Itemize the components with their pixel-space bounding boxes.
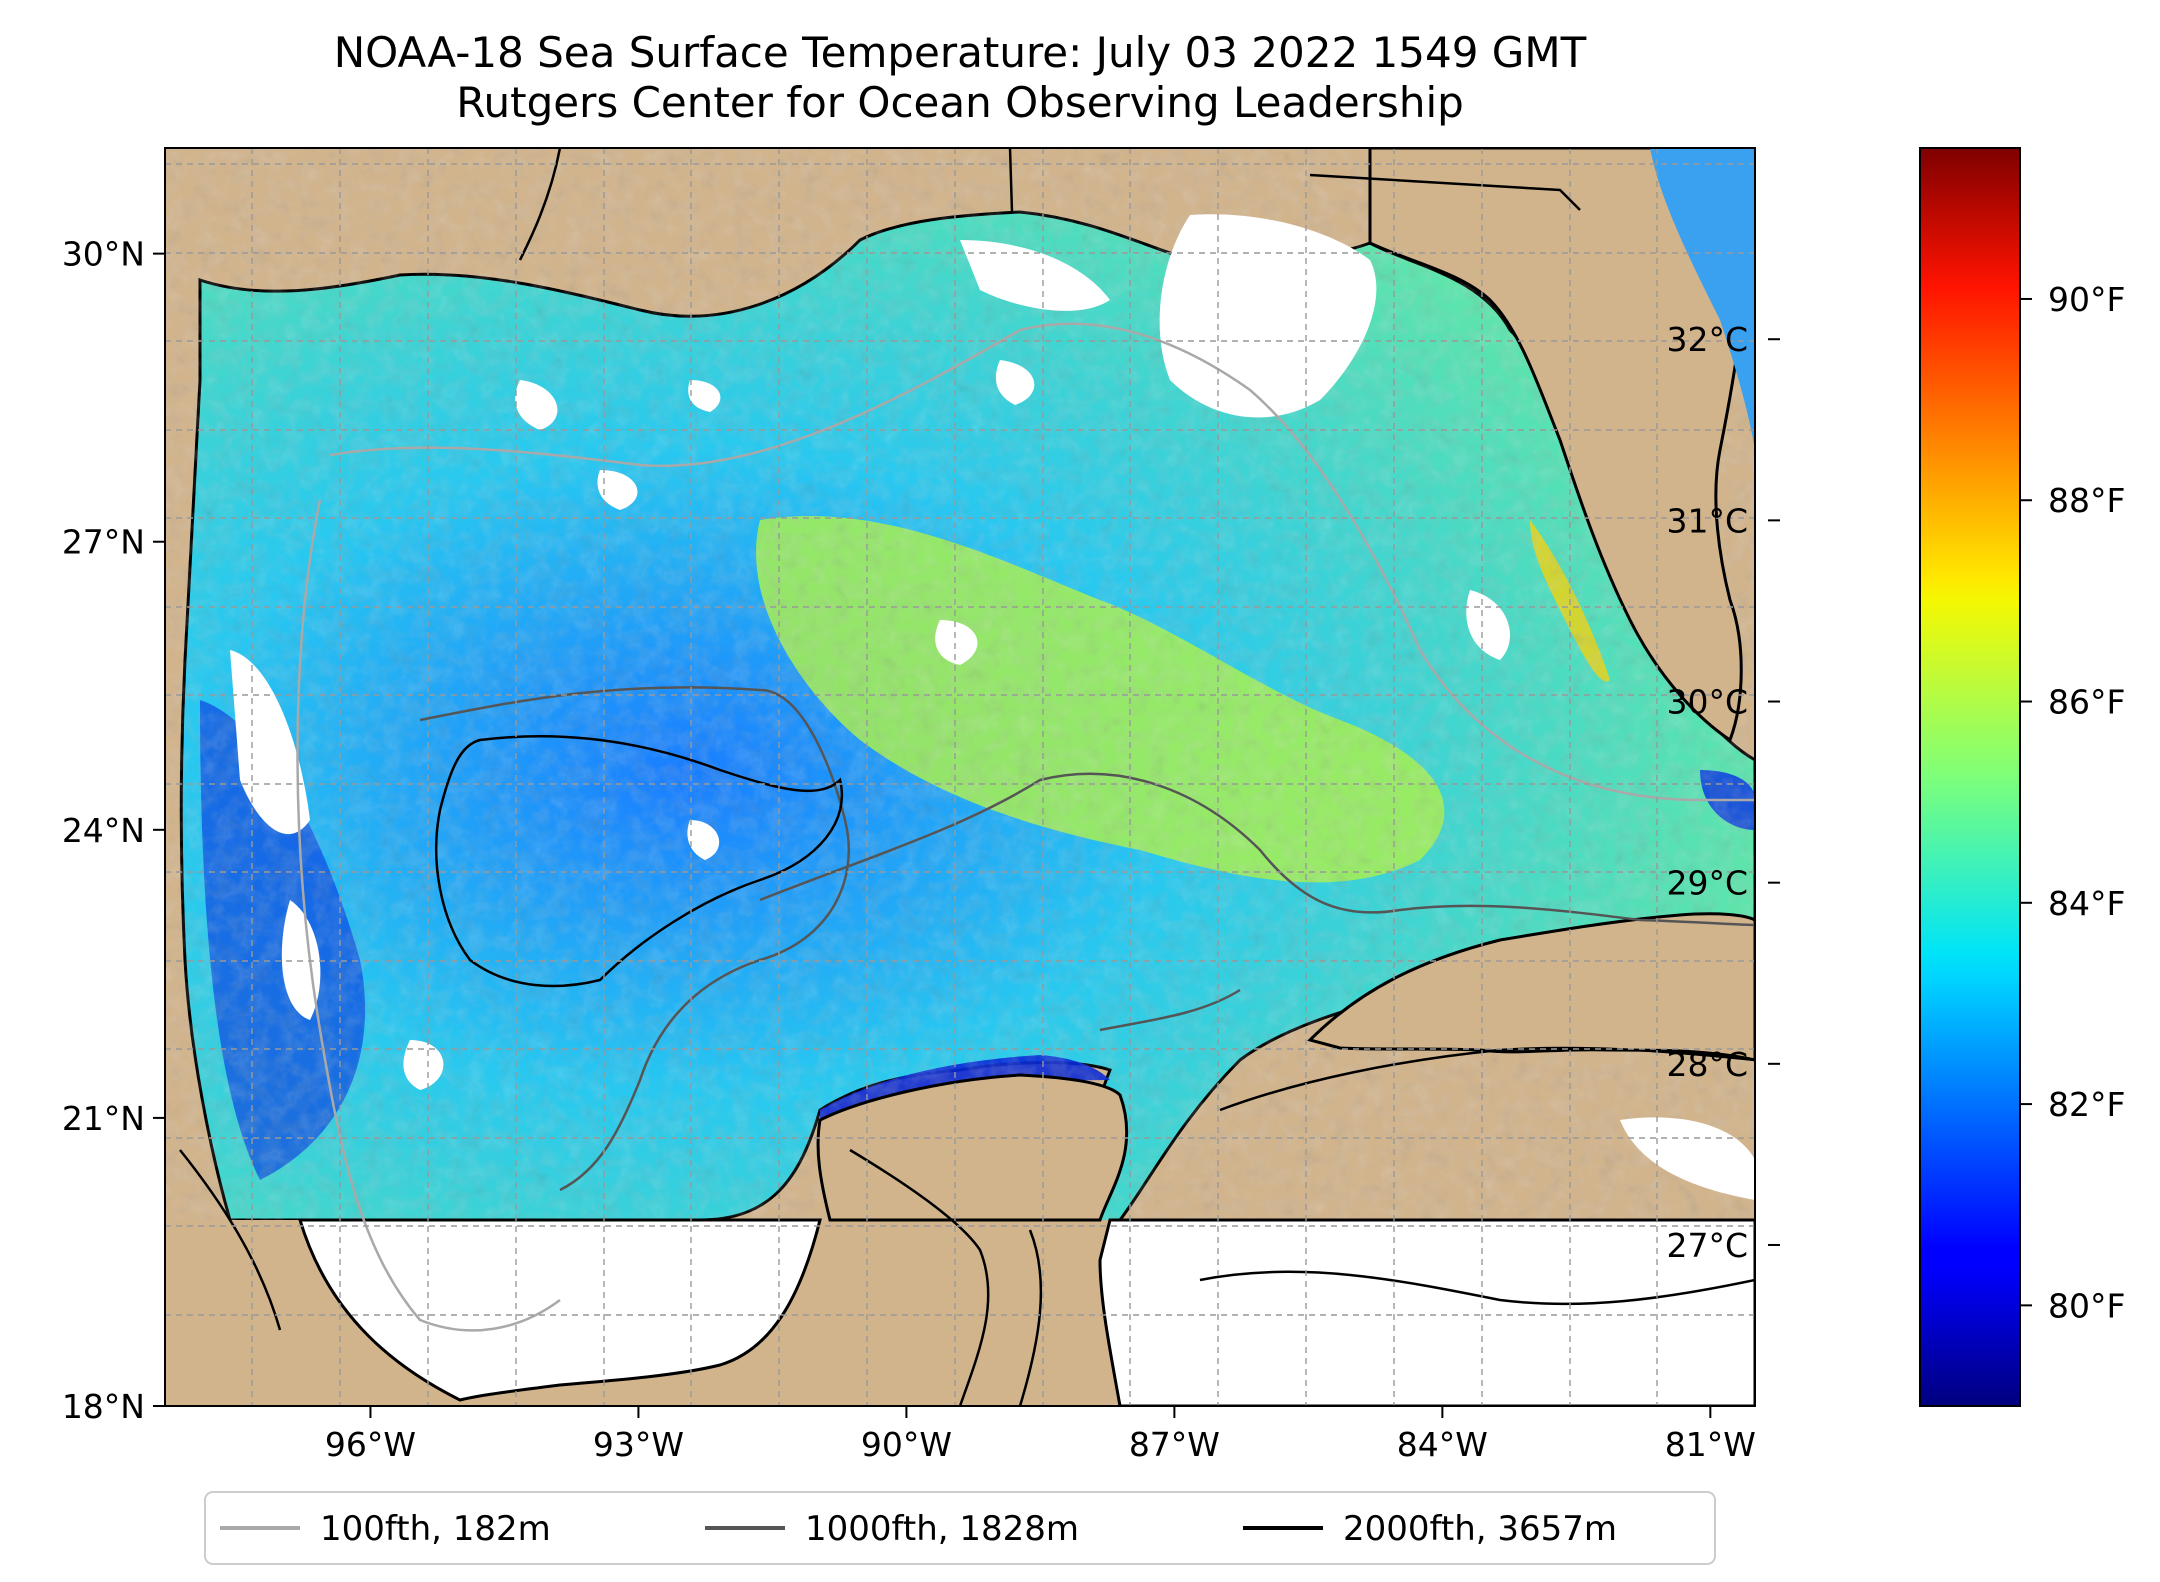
lon-tick-label: 84°W xyxy=(1397,1425,1488,1464)
lon-tick-label: 93°W xyxy=(593,1425,684,1464)
cloud-no-data-patches xyxy=(230,214,1755,1200)
map-frame xyxy=(164,147,1756,1407)
atlantic-water xyxy=(1650,148,1755,450)
lat-tick-label: 18°N xyxy=(62,1387,145,1426)
political-borders xyxy=(179,148,1581,1406)
colorbar-celsius-ticks: 32°C 31°C 30°C 29°C 28°C 27°C xyxy=(1666,320,1780,1265)
colorbar-fahrenheit-ticks: 90°F 88°F 86°F 84°F 82°F 80°F xyxy=(2020,280,2125,1325)
contour-1000fth xyxy=(419,686,1755,1192)
legend-label: 100fth, 182m xyxy=(320,1509,551,1549)
celsius-tick-label: 29°C xyxy=(1666,864,1748,903)
legend-label: 2000fth, 3657m xyxy=(1343,1509,1617,1549)
colorbar-gradient xyxy=(1919,147,2021,1407)
lat-tick-label: 27°N xyxy=(62,523,145,562)
map-subtitle: Rutgers Center for Ocean Observing Leade… xyxy=(456,78,1464,127)
florida-land xyxy=(1368,148,1755,743)
fahrenheit-tick-label: 90°F xyxy=(2048,280,2125,319)
caribbean-no-data xyxy=(1098,1218,1755,1406)
lat-tick-label: 21°N xyxy=(62,1099,145,1138)
lat-tick-label: 24°N xyxy=(62,811,145,850)
celsius-tick-label: 27°C xyxy=(1666,1226,1748,1265)
colorbar: 32°C 31°C 30°C 29°C 28°C 27°C 90°F 88°F 86°F 84°… xyxy=(1666,147,2125,1407)
map-title: NOAA-18 Sea Surface Temperature: July 03… xyxy=(333,28,1587,77)
no-data-south-band xyxy=(297,1218,822,1402)
fahrenheit-tick-label: 86°F xyxy=(2048,683,2125,722)
legend-box xyxy=(204,1491,1716,1565)
celsius-tick-label: 28°C xyxy=(1666,1045,1748,1084)
map-plot-area xyxy=(165,148,1755,1406)
bathymetry-contours xyxy=(296,322,1755,1332)
fahrenheit-tick-label: 82°F xyxy=(2048,1085,2125,1124)
fahrenheit-tick-label: 84°F xyxy=(2048,884,2125,923)
lon-tick-label: 81°W xyxy=(1665,1425,1756,1464)
legend-label: 1000fth, 1828m xyxy=(805,1509,1079,1549)
longitude-axis: 96°W 93°W 90°W 87°W 84°W 81°W xyxy=(325,1406,1756,1464)
contour-legend: 100fth, 182m 1000fth, 1828m 2000fth, 3657m xyxy=(204,1491,1716,1565)
fahrenheit-tick-label: 88°F xyxy=(2048,481,2125,520)
map-gridlines xyxy=(165,148,1755,1406)
latitude-axis: 30°N 27°N 24°N 21°N 18°N xyxy=(62,235,165,1426)
lon-tick-label: 90°W xyxy=(861,1425,952,1464)
celsius-tick-label: 30°C xyxy=(1666,683,1748,722)
lon-tick-label: 96°W xyxy=(325,1425,416,1464)
fahrenheit-tick-label: 80°F xyxy=(2048,1286,2125,1325)
yucatan-land xyxy=(816,1073,1129,1222)
contour-2000fth xyxy=(435,735,1755,1306)
lon-tick-label: 87°W xyxy=(1129,1425,1220,1464)
lat-tick-label: 30°N xyxy=(62,235,145,274)
celsius-tick-label: 31°C xyxy=(1666,501,1748,540)
celsius-tick-label: 32°C xyxy=(1666,320,1748,359)
